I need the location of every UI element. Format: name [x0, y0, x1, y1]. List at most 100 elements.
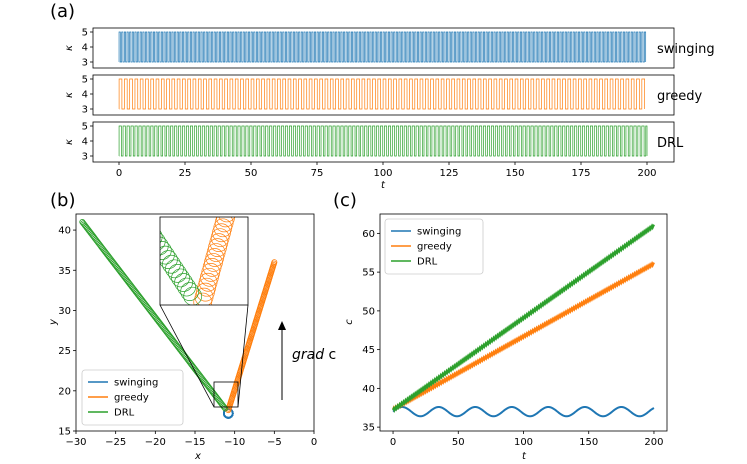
- traj-ytick-label: 30: [58, 306, 71, 317]
- inset-point-DRL: [96, 155, 114, 173]
- kappa-xtick-label: 200: [637, 168, 656, 179]
- inset-point-DRL: [14, 31, 32, 49]
- traj-xtick-label: 0: [311, 437, 317, 448]
- inset-point-DRL: [171, 268, 190, 288]
- inset-point-DRL: [0, 9, 16, 27]
- inset-point-DRL: [180, 282, 199, 301]
- conc-ytick-label: 40: [362, 384, 375, 395]
- inset-point-greedy: [225, 179, 243, 197]
- kappa-series-DRL: [118, 125, 648, 157]
- inset-point-DRL: [114, 182, 132, 200]
- inset-point-DRL: [32, 59, 50, 77]
- inset-point-DRL: [29, 54, 47, 72]
- traj-xtick-label: −10: [224, 437, 245, 448]
- kappa-xtick-label: 50: [245, 168, 258, 179]
- grad-annotation: grad c: [292, 347, 336, 363]
- panel-c-concentration: 0 50 100 150 200 35 40 45 50 55 60 t c swinging greedy…: [344, 213, 668, 462]
- traj-xlabel: x: [194, 451, 201, 462]
- kappa-xlabel: t: [381, 180, 386, 191]
- kappa-row-label-DRL: DRL: [657, 136, 684, 151]
- zoom-connector: [237, 304, 249, 408]
- inset-point-DRL: [123, 196, 141, 214]
- conc-xlabel: t: [522, 451, 527, 462]
- inset-zoom: [0, 0, 295, 306]
- kappa-xtick-label: 25: [179, 168, 192, 179]
- concentration-series-swinging: [392, 405, 655, 418]
- inset-point-DRL: [160, 236, 169, 256]
- inset-point-DRL: [168, 264, 187, 283]
- inset-point-DRL: [183, 286, 203, 305]
- inset-content: [0, 0, 295, 305]
- inset-point-DRL: [138, 219, 156, 237]
- inset-trajectory-DRL: [0, 9, 203, 305]
- inset-point-greedy: [221, 194, 239, 212]
- traj-ytick-label: 20: [58, 386, 71, 397]
- kappa-row-greedy: 3 4 5 κ greedy: [64, 75, 703, 116]
- kappa-ytick-label: 4: [82, 137, 88, 148]
- conc-ytick-label: 60: [362, 229, 375, 240]
- traj-ytick-label: 35: [58, 266, 71, 277]
- inset-point-DRL: [35, 63, 53, 81]
- inset-point-greedy: [257, 60, 275, 78]
- inset-point-DRL: [141, 223, 159, 241]
- inset-point-DRL: [160, 230, 163, 244]
- traj-ytick-label: 25: [58, 346, 71, 357]
- kappa-row-label-greedy: greedy: [657, 89, 703, 104]
- trajectory-point-DRL: [79, 219, 86, 226]
- inset-point-greedy: [234, 145, 252, 163]
- grad-arrow-head: [278, 321, 286, 330]
- inset-point-DRL: [8, 22, 26, 40]
- legend-b-label-greedy: greedy: [114, 393, 149, 404]
- traj-xtick-label: −30: [65, 437, 86, 448]
- conc-ytick-label: 45: [362, 345, 375, 356]
- kappa-xtick-label: 175: [571, 168, 590, 179]
- grad-annotation-symbol: c: [324, 347, 336, 363]
- inset-point-DRL: [26, 50, 44, 68]
- conc-xtick-label: 200: [644, 437, 663, 448]
- inset-point-DRL: [20, 41, 38, 59]
- kappa-ytick-label: 5: [82, 28, 88, 39]
- inset-point-DRL: [160, 232, 166, 250]
- inset-point-greedy: [277, 0, 295, 4]
- traj-ytick-label: 15: [58, 427, 71, 438]
- kappa-row-frame-DRL: [92, 121, 675, 163]
- conc-xtick-label: 100: [514, 437, 533, 448]
- inset-point-greedy: [218, 217, 236, 223]
- inset-point-greedy: [243, 110, 261, 128]
- traj-ylabel: y: [48, 318, 59, 326]
- inset-point-greedy: [223, 184, 241, 202]
- kappa-ytick-label: 5: [82, 75, 88, 86]
- legend-b-label-DRL: DRL: [114, 408, 135, 419]
- inset-point-DRL: [47, 82, 65, 100]
- inset-point-DRL: [160, 241, 172, 260]
- inset-point-greedy: [227, 169, 245, 187]
- traj-xtick-label: −25: [105, 437, 126, 448]
- legend-c-label-swinging: swinging: [417, 227, 461, 238]
- inset-point-greedy: [270, 11, 288, 29]
- kappa-xtick-label: 150: [505, 168, 524, 179]
- conc-ytick-label: 55: [362, 268, 375, 279]
- inset-point-greedy: [271, 6, 289, 24]
- traj-xtick-label: −15: [184, 437, 205, 448]
- inset-point-DRL: [93, 150, 111, 168]
- legend-c-label-DRL: DRL: [417, 257, 438, 268]
- concentration-series-DRL: [392, 223, 655, 413]
- kappa-ytick-label: 4: [82, 90, 88, 101]
- inset-point-greedy: [242, 115, 260, 133]
- inset-point-DRL: [23, 45, 41, 63]
- concentration-series-greedy: [392, 260, 655, 413]
- inset-point-DRL: [65, 109, 83, 127]
- inset-point-DRL: [120, 191, 138, 209]
- inset-point-DRL: [62, 105, 80, 123]
- inset-point-DRL: [162, 254, 181, 274]
- kappa-ytick-label: 3: [82, 152, 88, 163]
- kappa-series-swinging: [118, 31, 647, 63]
- inset-point-DRL: [135, 214, 153, 232]
- inset-point-DRL: [160, 245, 175, 265]
- kappa-ytick-label: 3: [82, 58, 88, 69]
- kappa-ytick-label: 5: [82, 122, 88, 133]
- traj-xtick-label: −5: [267, 437, 282, 448]
- kappa-ylabel: κ: [64, 92, 75, 98]
- panel-b-label: (b): [50, 190, 75, 211]
